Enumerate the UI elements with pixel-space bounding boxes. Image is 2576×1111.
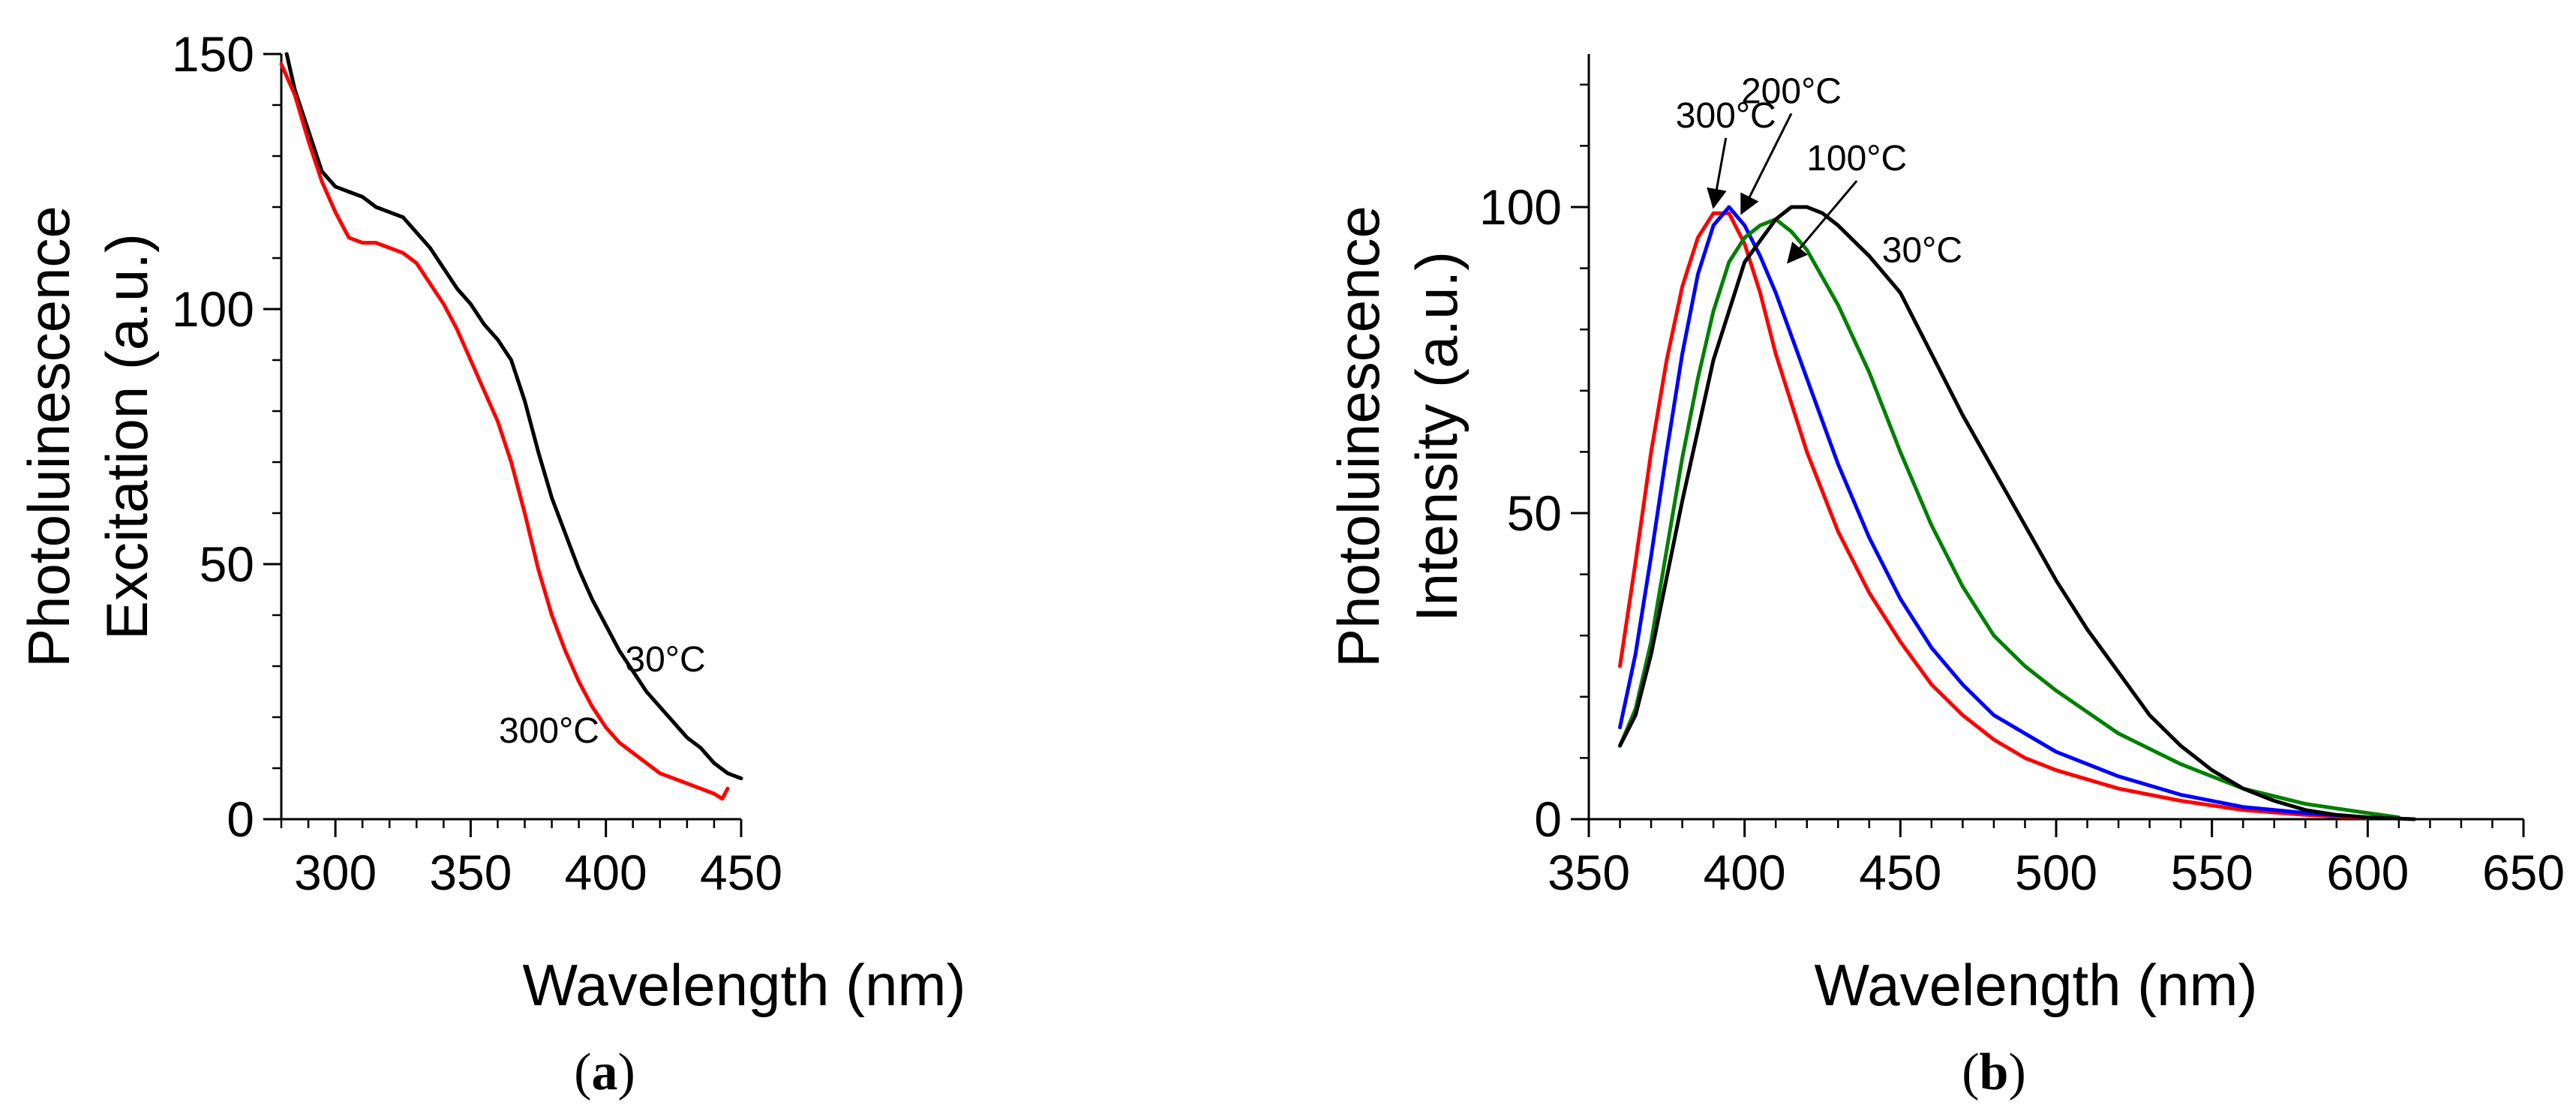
chart-a-series-300c-line [279, 62, 730, 801]
chart-b-y-tick-label: 100 [1479, 179, 1562, 235]
chart-b-y-axis-title-line2: Intensity (a.u.) [1404, 251, 1470, 622]
chart-b-x-axis-title: Wavelength (nm) [1815, 952, 2258, 1018]
chart-b-series-group [1618, 205, 2417, 821]
chart-a-y-tick-label: 0 [227, 791, 254, 847]
chart-a-y-tick-label: 50 [200, 536, 254, 592]
chart-a-panel-label: (a) [574, 1043, 635, 1101]
chart-b-x-tick-label: 400 [1704, 845, 1786, 900]
chart-a-x-tick-label: 350 [429, 845, 512, 900]
chart-a-y-tick-label: 150 [172, 26, 254, 82]
chart-b-x-tick-label: 350 [1548, 845, 1630, 900]
chart-b-series-30c-line [1618, 205, 2417, 821]
chart-panel-a: 300 350 400 450 0 50 100 150 30°C 300°C Waveleng… [16, 26, 965, 1101]
chart-a-y-axis-title-line2: Excitation (a.u.) [94, 233, 160, 640]
chart-b-annotation-30c: 30°C [1882, 230, 1962, 270]
chart-b-x-tick-label: 450 [1859, 845, 1941, 900]
chart-b-annotation-200c: 200°C [1741, 71, 1842, 111]
chart-a-y-tick-label: 100 [172, 281, 254, 337]
chart-b-y-axis-title-line1: Photoluinescence [1326, 206, 1392, 668]
chart-a-series-group [279, 52, 743, 801]
chart-b-series-100c-line [1618, 217, 2401, 820]
chart-b-annotation-300c: 300°C [1676, 96, 1776, 136]
chart-b-x-tick-label: 550 [2171, 845, 2253, 900]
chart-a-axes: 300 350 400 450 0 50 100 150 [172, 26, 782, 900]
chart-b-panel-label: (b) [1962, 1043, 2026, 1101]
chart-b-x-tick-label: 500 [2015, 845, 2097, 900]
chart-b-x-tick-label: 650 [2482, 845, 2565, 900]
chart-a-series-30c-line [284, 52, 743, 781]
chart-b-series-300c-line [1618, 211, 2370, 820]
chart-a-y-axis-title-line1: Photoluinescence [16, 206, 82, 668]
chart-b-annotation-arrow-200c [1740, 113, 1793, 215]
chart-b-panel-letter: b [1980, 1043, 2009, 1101]
chart-b-y-tick-label: 0 [1534, 791, 1562, 847]
chart-a-annotations: 30°C 300°C [499, 640, 706, 751]
chart-a-annotation-300c: 300°C [499, 711, 599, 751]
chart-b-series-200c-line [1618, 205, 2370, 820]
chart-a-x-tick-label: 300 [294, 845, 377, 900]
chart-a-panel-letter: a [592, 1043, 618, 1101]
chart-b-annotation-100c: 100°C [1806, 139, 1907, 179]
chart-b-annotation-arrow-100c [1787, 180, 1858, 264]
chart-a-annotation-30c: 30°C [625, 640, 705, 680]
chart-b-annotation-arrow-300c [1707, 137, 1728, 209]
chart-a-x-axis-title: Wavelength (nm) [523, 952, 966, 1018]
chart-a-x-tick-label: 450 [700, 845, 782, 900]
chart-b-x-tick-label: 600 [2326, 845, 2409, 900]
chart-b-y-tick-label: 50 [1507, 485, 1562, 541]
chart-a-x-tick-label: 400 [565, 845, 647, 900]
chart-b-axes: 350 400 450 500 550 600 650 0 50 100 [1479, 54, 2565, 900]
